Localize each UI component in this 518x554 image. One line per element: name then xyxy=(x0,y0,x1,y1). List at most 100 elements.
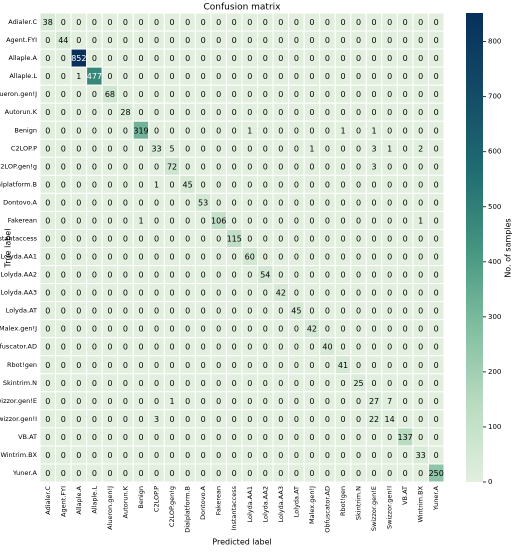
x-tick-label: Yuner.A xyxy=(432,485,440,511)
cell-label: 0 xyxy=(263,72,268,81)
cell-label: 0 xyxy=(325,216,330,225)
cell-label: 0 xyxy=(247,216,252,225)
cell-label: 0 xyxy=(340,469,345,478)
cell-label: 0 xyxy=(138,451,143,460)
cell-label: 0 xyxy=(76,36,81,45)
cell-label: 0 xyxy=(185,162,190,171)
cell-label: 0 xyxy=(263,162,268,171)
cell-label: 0 xyxy=(216,36,221,45)
cell-label: 0 xyxy=(294,126,299,135)
cell-label: 0 xyxy=(403,343,408,352)
y-tick-label: Swizzor.gen!I xyxy=(0,415,37,423)
cell-label: 0 xyxy=(434,379,439,388)
cell-label: 0 xyxy=(45,198,50,207)
cell-label: 0 xyxy=(418,36,423,45)
cell-label: 0 xyxy=(325,180,330,189)
cell-label: 0 xyxy=(309,108,314,117)
cell-label: 0 xyxy=(45,144,50,153)
cell-label: 0 xyxy=(309,54,314,63)
x-tick-label: VB.AT xyxy=(401,486,409,505)
cell-label: 0 xyxy=(107,451,112,460)
cell-label: 0 xyxy=(216,162,221,171)
cell-label: 0 xyxy=(247,198,252,207)
cell-label: 0 xyxy=(356,271,361,280)
cell-label: 0 xyxy=(92,180,97,189)
cell-label: 0 xyxy=(107,253,112,262)
cell-label: 0 xyxy=(201,162,206,171)
cell-label: 115 xyxy=(227,234,242,243)
cell-label: 0 xyxy=(76,433,81,442)
cell-label: 1 xyxy=(418,216,423,225)
cell-label: 0 xyxy=(434,433,439,442)
x-tick-label: C2LOP.P xyxy=(153,486,161,512)
cell-label: 0 xyxy=(372,469,377,478)
cell-label: 0 xyxy=(45,361,50,370)
cell-label: 60 xyxy=(245,253,255,262)
cell-label: 0 xyxy=(76,253,81,262)
cell-label: 0 xyxy=(294,198,299,207)
cell-label: 0 xyxy=(45,379,50,388)
cell-label: 0 xyxy=(232,126,237,135)
cell-label: 0 xyxy=(107,361,112,370)
cell-label: 0 xyxy=(232,54,237,63)
cell-label: 0 xyxy=(309,234,314,243)
cell-label: 0 xyxy=(92,36,97,45)
cell-label: 0 xyxy=(170,18,175,27)
cell-label: 0 xyxy=(263,216,268,225)
cell-label: 0 xyxy=(201,54,206,63)
cell-label: 0 xyxy=(61,234,66,243)
cell-label: 0 xyxy=(61,469,66,478)
cell-label: 0 xyxy=(325,397,330,406)
cell-label: 0 xyxy=(309,289,314,298)
cell-label: 0 xyxy=(434,126,439,135)
cell-label: 0 xyxy=(123,433,128,442)
cell-label: 0 xyxy=(185,216,190,225)
cell-label: 0 xyxy=(216,126,221,135)
cell-label: 0 xyxy=(154,451,159,460)
cell-label: 0 xyxy=(123,216,128,225)
cell-label: 0 xyxy=(387,216,392,225)
cell-label: 0 xyxy=(387,72,392,81)
cell-label: 0 xyxy=(263,397,268,406)
cell-label: 0 xyxy=(403,216,408,225)
cell-label: 0 xyxy=(92,451,97,460)
cell-label: 0 xyxy=(325,289,330,298)
cell-label: 0 xyxy=(185,325,190,334)
cell-label: 0 xyxy=(403,325,408,334)
cell-label: 0 xyxy=(107,433,112,442)
cell-label: 0 xyxy=(138,307,143,316)
cell-label: 0 xyxy=(372,325,377,334)
cell-label: 0 xyxy=(325,469,330,478)
cell-label: 0 xyxy=(154,271,159,280)
cell-label: 0 xyxy=(76,379,81,388)
cell-label: 0 xyxy=(45,289,50,298)
cell-label: 0 xyxy=(154,126,159,135)
cell-label: 0 xyxy=(201,415,206,424)
y-tick-label: C2LOP.P xyxy=(11,144,37,152)
cell-label: 0 xyxy=(232,216,237,225)
cell-label: 0 xyxy=(403,126,408,135)
cell-label: 0 xyxy=(123,72,128,81)
cell-label: 0 xyxy=(185,18,190,27)
cell-label: 0 xyxy=(309,126,314,135)
cell-label: 0 xyxy=(294,90,299,99)
cell-label: 0 xyxy=(418,162,423,171)
x-tick-label: Dialplatform.B xyxy=(184,486,192,533)
cell-label: 0 xyxy=(138,361,143,370)
cell-label: 0 xyxy=(372,451,377,460)
cell-label: 0 xyxy=(92,433,97,442)
cell-label: 0 xyxy=(185,379,190,388)
cell-label: 0 xyxy=(372,36,377,45)
cell-label: 0 xyxy=(107,108,112,117)
cell-label: 0 xyxy=(294,253,299,262)
cell-label: 0 xyxy=(372,307,377,316)
cell-label: 0 xyxy=(247,379,252,388)
cell-label: 0 xyxy=(138,379,143,388)
cell-label: 0 xyxy=(201,379,206,388)
cell-label: 0 xyxy=(92,325,97,334)
cell-label: 7 xyxy=(387,397,392,406)
x-tick-label: Allaple.L xyxy=(90,486,98,514)
cell-label: 0 xyxy=(201,234,206,243)
cell-label: 0 xyxy=(325,126,330,135)
